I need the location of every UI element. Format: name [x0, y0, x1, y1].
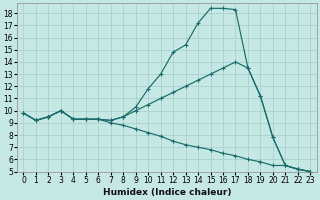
X-axis label: Humidex (Indice chaleur): Humidex (Indice chaleur) — [103, 188, 231, 197]
